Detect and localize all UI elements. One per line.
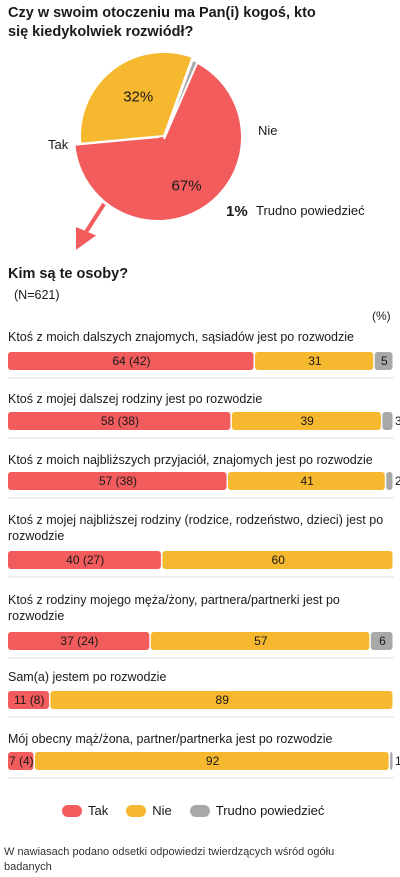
question-label-0: Ktoś z moich dalszych znajomych, sąsiadó… [8,330,354,344]
question-label-5: Sam(a) jestem po rozwodzie [8,670,167,684]
unit-label: (%) [372,309,391,323]
bar-segment-1-2 [382,412,393,430]
legend-swatch-nie [126,804,147,817]
bar-value-label-2-2: 2 [395,474,400,488]
bar-value-label-5-0: 11 (8) [14,693,44,707]
bar-segment-1-1 [231,412,381,430]
bar-value-label-6-2: 1 [395,754,400,768]
arrow-icon [76,202,106,250]
legend-swatch-trudno [189,804,210,817]
bar-segment-2-2 [386,472,393,490]
pie-slice-0 [73,58,243,222]
pie-label-trudno: Trudno powiedzieć [256,203,365,218]
bar-segment-0-1 [255,352,374,370]
bar-segment-4-2 [370,632,393,650]
legend-label-nie: Nie [152,803,172,818]
legend-item-nie: Nie [126,803,172,818]
question-label-4: Ktoś z rodziny mojego męża/żony, partner… [8,593,340,623]
pie-slice-label-0: 67% [172,177,202,194]
bar-segment-2-1 [228,472,385,490]
footnote: W nawiasach podano odsetki odpowiedzi tw… [4,846,335,873]
bar-segment-6-1 [35,752,389,770]
bar-value-label-6-0: 7 (4) [9,754,34,768]
bar-segment-6-0 [8,752,34,770]
legend-swatch-tak [62,804,82,817]
pie-label-nie: Nie [258,123,278,138]
question-label-6: Mój obecny mąż/żona, partner/partnerka j… [8,732,333,746]
bar-value-label-4-2: 6 [379,634,386,648]
legend-item-tak: Tak [62,803,108,818]
bar-value-label-1-1: 39 [300,414,314,428]
legend-label-trudno: Trudno powiedzieć [215,803,325,818]
legend-item-trudno: Trudno powiedzieć [189,803,325,818]
bar-value-label-6-1: 92 [206,754,220,768]
bar-value-label-4-0: 37 (24) [60,634,98,648]
pie-slice-1 [79,51,194,145]
bar-value-label-5-1: 89 [216,693,230,707]
pie-slice-label-1: 32% [123,88,153,105]
bar-segment-4-1 [150,632,370,650]
bar-value-label-2-0: 57 (38) [99,474,137,488]
pie-slice-2 [163,58,199,140]
bar-value-label-3-1: 60 [272,553,286,567]
chart-title: Czy w swoim otoczeniu ma Pan(i) kogoś, k… [8,5,316,40]
question-label-2: Ktoś z moich najbliższych przyjaciół, zn… [8,453,373,467]
question-label-1: Ktoś z mojej dalszej rodziny jest po roz… [8,392,263,406]
bar-segment-0-0 [8,352,254,370]
bar-segment-5-1 [50,691,393,709]
bar-value-label-1-2: 3 [395,414,400,428]
bar-segment-1-0 [8,412,231,430]
bar-value-label-3-0: 40 (27) [66,553,104,567]
bar-segment-3-1 [162,551,393,569]
bar-segment-0-2 [374,352,393,370]
pie-label-tak: Tak [48,137,69,152]
bar-segment-2-0 [8,472,227,490]
legend: Tak Nie Trudno powiedzieć [62,803,324,818]
legend-label-tak: Tak [88,803,109,818]
bar-value-label-0-1: 31 [308,354,322,368]
sample-size-label: (N=621) [14,288,60,302]
bar-value-label-0-2: 5 [381,354,388,368]
bar-segment-4-0 [8,632,150,650]
bar-value-label-0-0: 64 (42) [113,354,151,368]
bar-value-label-2-1: 41 [300,474,314,488]
pie-value-trudno: 1% [226,203,248,220]
bar-segment-6-2 [390,752,393,770]
question-label-3: Ktoś z mojej najbliższej rodziny (rodzic… [8,513,384,543]
bar-segment-3-0 [8,551,161,569]
bar-value-label-1-0: 58 (38) [101,414,139,428]
bar-value-label-4-1: 57 [254,634,268,648]
section-subtitle: Kim są te osoby? [8,266,129,282]
pie-chart: 67% 32% [73,51,243,250]
bar-segment-5-0 [8,691,49,709]
